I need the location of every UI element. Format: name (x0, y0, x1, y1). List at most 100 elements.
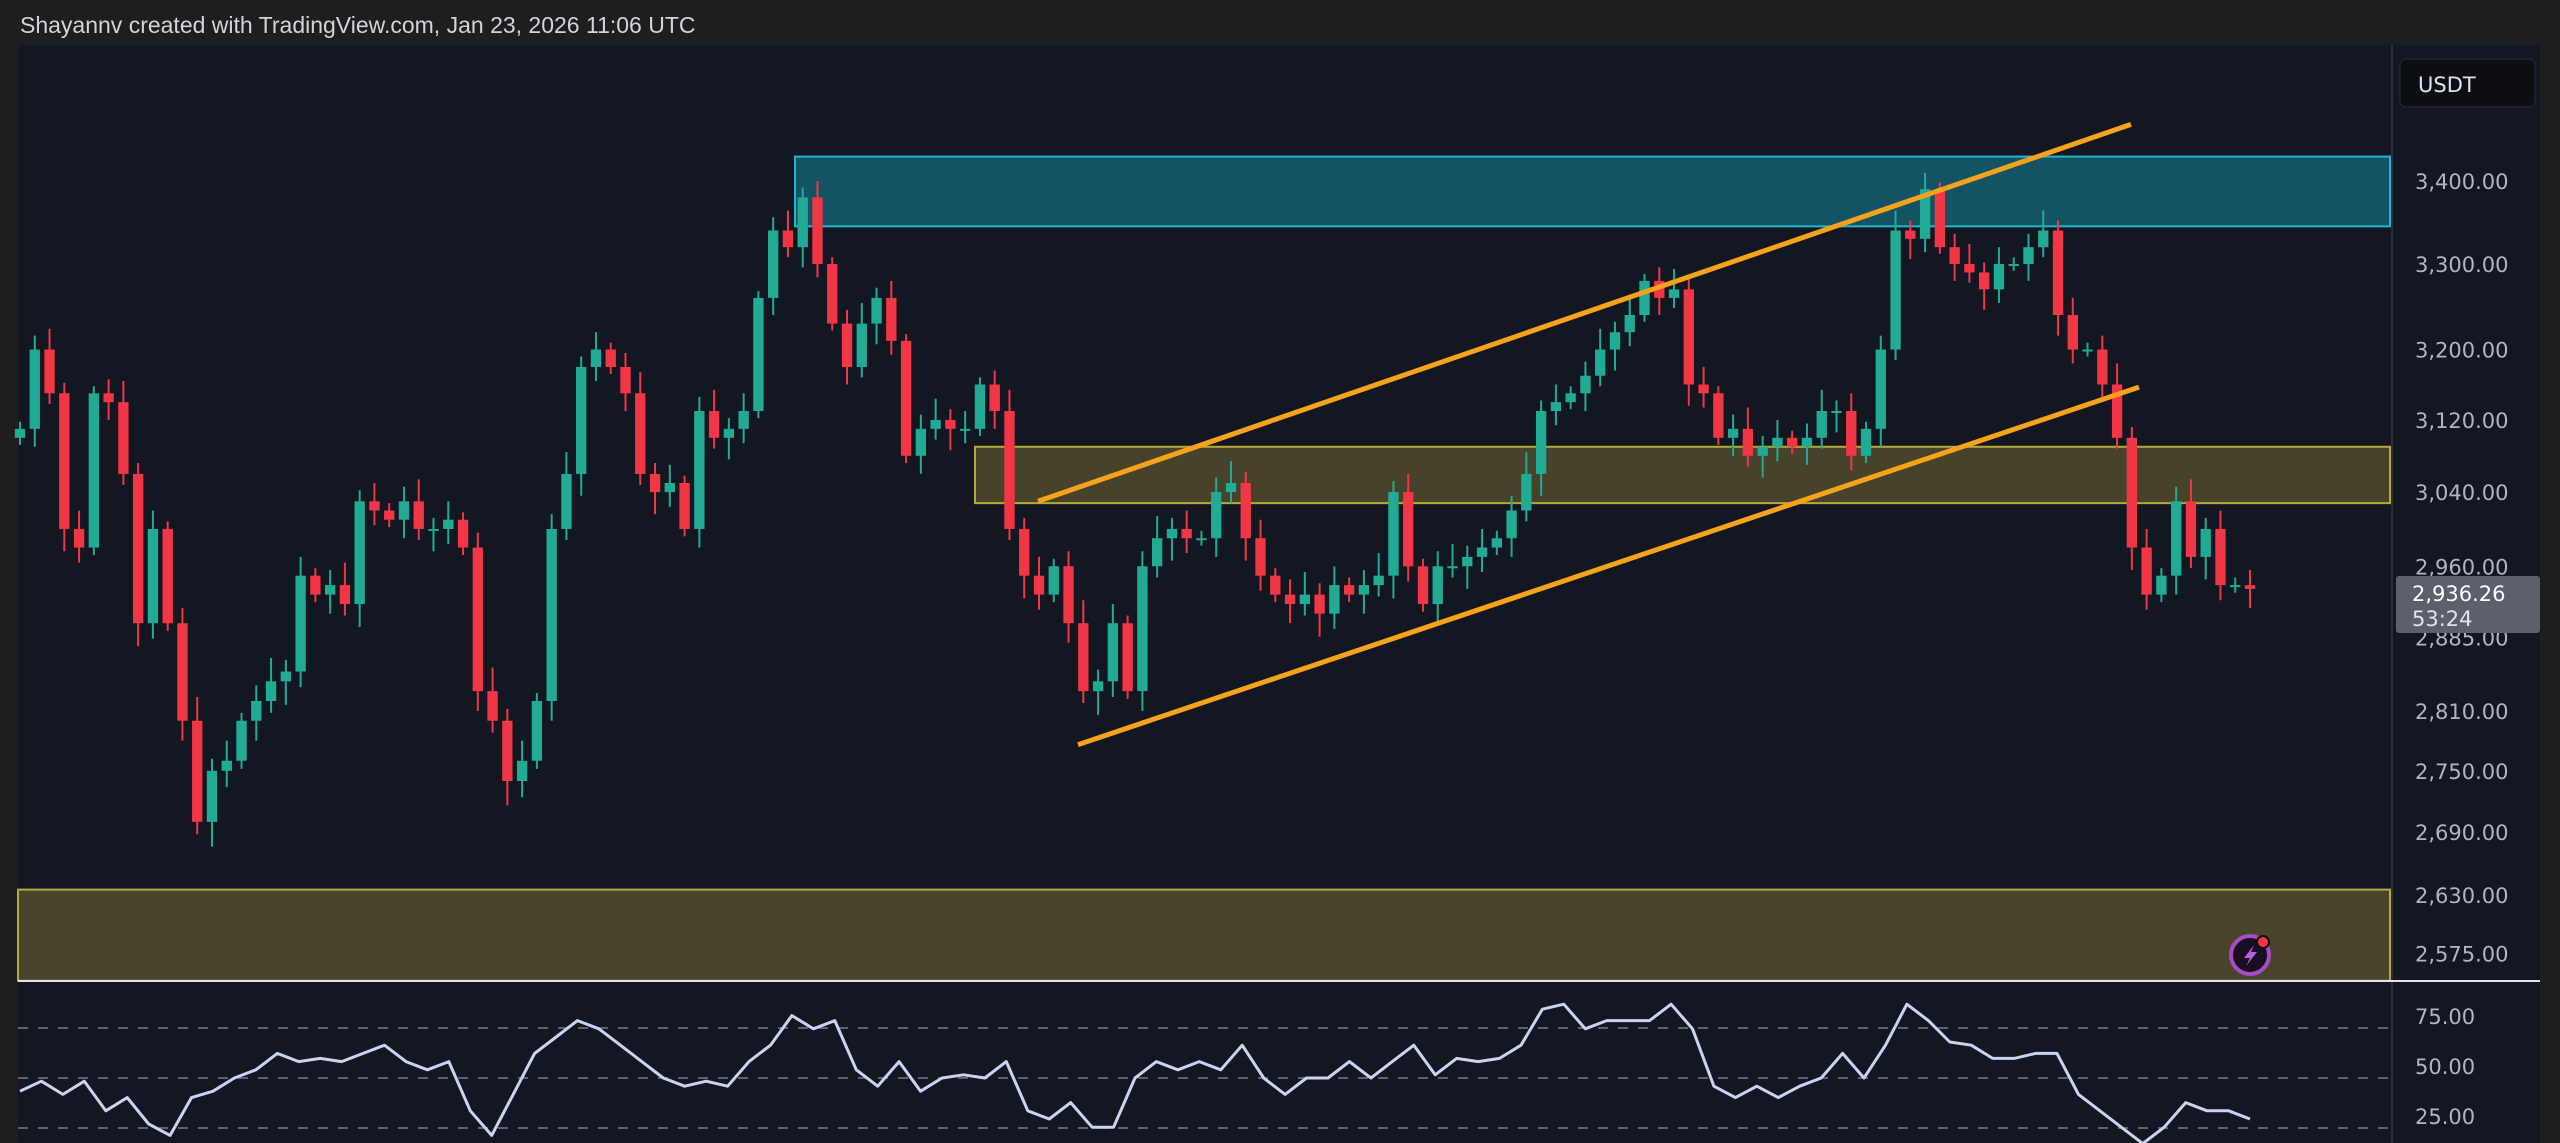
candle (1993, 247, 2005, 304)
candle (1772, 419, 1783, 462)
candle (1757, 436, 1768, 478)
candle (14, 421, 26, 445)
candle-body (768, 230, 779, 298)
currency-button[interactable]: USDT (2399, 58, 2536, 108)
candle (1609, 321, 1621, 371)
candle (443, 501, 454, 544)
candle (502, 708, 513, 806)
candle (1181, 510, 1192, 554)
candle-body (103, 393, 114, 403)
candle (1373, 553, 1384, 597)
candle-body (1314, 594, 1325, 614)
candle (2126, 427, 2138, 571)
zone-mid (974, 445, 2391, 505)
candle-body (1211, 492, 1222, 539)
price-tick-label: 2,630.00 (2415, 884, 2509, 908)
candle-body (265, 681, 277, 701)
candle (1890, 210, 1901, 360)
candle-body (2185, 501, 2197, 557)
candle-body (1432, 566, 1443, 605)
candle (2052, 220, 2064, 336)
candle (1919, 172, 1931, 253)
candle (206, 758, 218, 847)
candle-body (1078, 623, 1089, 692)
rsi-axis[interactable]: 75.00 50.00 25.00 (2415, 1005, 2475, 1129)
candle (1831, 400, 1842, 433)
lightning-alert-icon[interactable] (2229, 934, 2271, 976)
price-tick-label: 2,960.00 (2415, 555, 2509, 579)
candle (679, 475, 690, 537)
candle-body (2052, 230, 2064, 316)
candle (1934, 182, 1946, 254)
candle-body (1860, 428, 1872, 456)
candle-body (753, 297, 764, 412)
candle (472, 532, 483, 711)
candle (2097, 335, 2108, 403)
candle (753, 291, 764, 419)
candle (2023, 233, 2034, 281)
candle-body (516, 760, 528, 781)
candle (310, 568, 321, 603)
candle-body (1343, 585, 1355, 595)
candle-body (1255, 538, 1266, 576)
candle (827, 257, 838, 331)
candle-body (1713, 393, 1724, 438)
zones-layer (17, 155, 2391, 982)
candle-body (2200, 528, 2211, 557)
price-axis[interactable]: 3,400.00 3,300.00 3,200.00 3,120.00 3,040.00… (2415, 170, 2509, 967)
candle (2200, 517, 2211, 580)
candle (1403, 473, 1414, 582)
candle-body (1048, 566, 1059, 595)
candle-body (1595, 349, 1606, 376)
candle-body (177, 623, 188, 721)
candles-layer (14, 172, 2256, 847)
candle-body (147, 528, 159, 624)
candle-body (1137, 566, 1148, 692)
candle (2067, 297, 2078, 364)
candle (738, 393, 749, 444)
candle (1048, 558, 1059, 603)
candle (265, 657, 277, 713)
candle (1846, 393, 1857, 471)
candle (1580, 361, 1591, 412)
candle (1432, 551, 1443, 624)
candle (1019, 517, 1030, 599)
candle-body (384, 510, 395, 520)
candle (1033, 556, 1045, 610)
candle (1949, 233, 1960, 281)
candle (649, 463, 661, 515)
price-tick-label: 2,750.00 (2415, 760, 2509, 784)
candle-body (1092, 681, 1104, 692)
candle (369, 483, 380, 526)
candle-body (1122, 623, 1133, 692)
candle (2244, 570, 2256, 608)
candle (457, 512, 469, 556)
candle (2170, 486, 2182, 595)
candle (2111, 363, 2123, 449)
candle-body (649, 473, 661, 493)
candle (324, 570, 336, 614)
candle-body (679, 483, 690, 529)
candle (1255, 519, 1266, 591)
last-price-badge: 2,936.26 53:24 (2396, 576, 2540, 633)
candle-body (1934, 189, 1946, 248)
candle-body (1166, 528, 1178, 539)
candle (236, 712, 247, 769)
candle-body (664, 483, 675, 493)
candle-body (2082, 349, 2093, 352)
candle-body (812, 197, 823, 264)
currency-label: USDT (2418, 73, 2476, 97)
candle-body (1919, 189, 1931, 239)
candle-body (1801, 437, 1813, 447)
candle (1299, 571, 1311, 616)
candle-body (886, 297, 897, 341)
candle-body (1388, 492, 1399, 576)
candle-body (1772, 437, 1783, 447)
candle-body (29, 349, 40, 429)
candle-body (2038, 230, 2049, 248)
candle-body (1639, 280, 1650, 316)
candle (635, 372, 646, 485)
candle (1742, 407, 1754, 467)
candle (2008, 257, 2019, 271)
